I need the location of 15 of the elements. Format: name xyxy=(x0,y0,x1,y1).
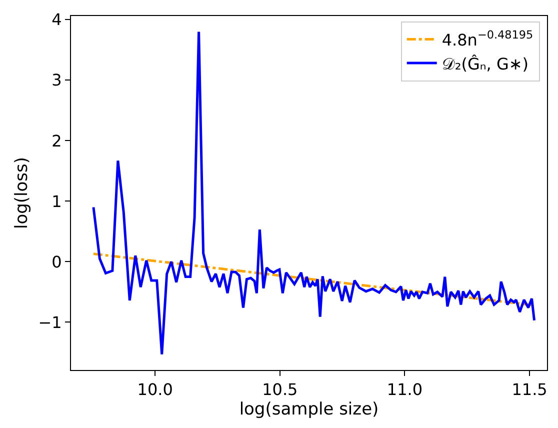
x-tick-label: 10.0 xyxy=(137,380,173,400)
y-axis-title: log(loss) xyxy=(12,156,32,230)
y-tick-label: −1 xyxy=(38,312,62,332)
line-series xyxy=(92,30,536,356)
y-tick-label: 1 xyxy=(52,192,62,211)
y-tick-label: 2 xyxy=(52,131,62,150)
x-tick-label: 10.5 xyxy=(262,380,298,400)
y-tick-label: 4 xyxy=(52,10,62,30)
y-tick-label: 3 xyxy=(52,70,62,90)
x-tick-label: 11.5 xyxy=(512,380,548,400)
legend-label: 4.8n$^{−0.48195}$ xyxy=(442,28,534,50)
y-tick-label: 0 xyxy=(52,252,62,272)
legend-label: 𝒟₂(Ĝₙ, G∗) xyxy=(442,54,529,74)
x-tick-label: 11.0 xyxy=(386,380,423,400)
x-axis-title: log(sample size) xyxy=(239,400,379,420)
